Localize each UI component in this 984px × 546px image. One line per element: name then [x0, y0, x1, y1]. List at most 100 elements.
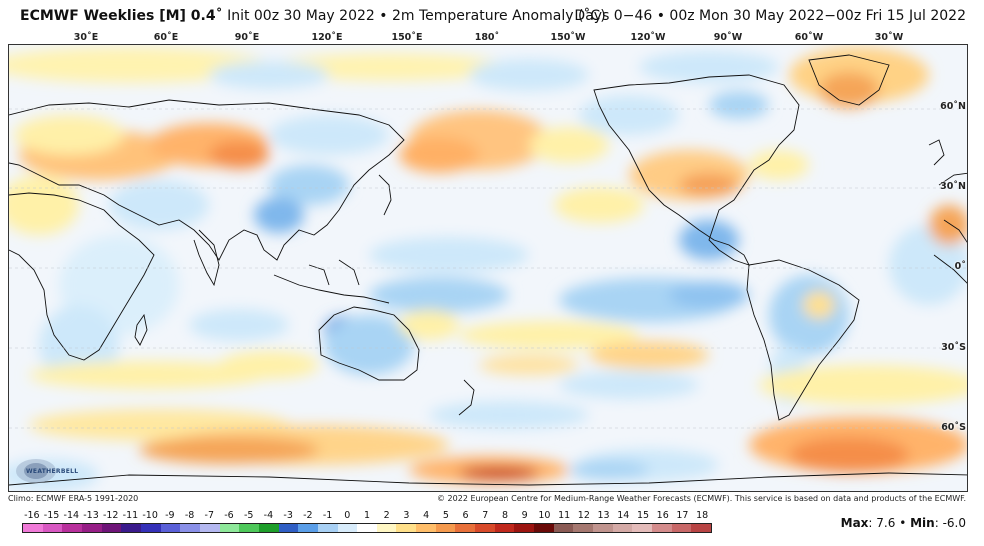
lon-label: 180˚ — [474, 32, 500, 43]
weatherbell-logo — [16, 459, 56, 483]
title-bullet: • — [379, 8, 388, 24]
longitude-labels: 30˚E 60˚E 90˚E 120˚E 150˚E 180˚ 150˚W 12… — [8, 32, 968, 44]
lon-label: 150˚W — [550, 32, 586, 43]
colorbar-swatch — [239, 524, 259, 532]
colorbar-swatch — [671, 524, 692, 532]
colorbar-tick-label: 12 — [577, 510, 590, 521]
coastlines — [9, 54, 967, 486]
colorbar-swatch — [553, 524, 574, 532]
colorbar-tick-label: 14 — [617, 510, 630, 521]
colorbar-swatch — [160, 524, 181, 532]
lat-label: 30˚N — [940, 181, 966, 192]
colorbar-tick-label: 6 — [462, 510, 469, 521]
colorbar-swatch — [632, 524, 652, 532]
colorbar-tick-label: -16 — [24, 510, 40, 521]
colorbar-swatch — [612, 524, 633, 532]
colorbar-tick-label: 3 — [403, 510, 410, 521]
lat-label: 60˚S — [941, 422, 966, 433]
colorbar-swatch — [652, 524, 672, 532]
colorbar-swatch — [219, 524, 240, 532]
colorbar-tick-label: 4 — [423, 510, 430, 521]
stats-separator: • — [899, 516, 907, 530]
lon-label: 150˚E — [391, 32, 423, 43]
max-label: Max — [840, 516, 869, 530]
colorbar-swatch — [691, 524, 711, 532]
colorbar-tick-label: 0 — [344, 510, 351, 521]
colorbar-swatch — [180, 524, 200, 532]
colorbar-swatch — [317, 524, 338, 532]
init-time: Init 00z 30 May 2022 — [227, 8, 375, 24]
colorbar-tick-label: -1 — [322, 510, 333, 521]
colorbar-swatch — [62, 524, 82, 532]
max-min-stats: Max: 7.6 • Min: -6.0 — [840, 516, 966, 530]
colorbar-swatch — [140, 524, 161, 532]
colorbar-tick-label: -15 — [43, 510, 60, 521]
colorbar-tick-label: 16 — [656, 510, 669, 521]
colorbar-swatch — [337, 524, 358, 532]
lat-label: 0˚ — [954, 261, 966, 272]
anomaly-map[interactable] — [8, 44, 968, 492]
colorbar-swatch — [298, 524, 318, 532]
colorbar-tick-label: -4 — [263, 510, 274, 521]
map-title: ECMWF Weeklies [M] 0.4˚ Init 00z 30 May … — [20, 8, 606, 24]
colorbar-tick-label: 11 — [558, 510, 571, 521]
colorbar-swatch — [199, 524, 220, 532]
colorbar-tick-label: 2 — [383, 510, 390, 521]
min-value: -6.0 — [942, 516, 966, 530]
colorbar-tick-label: -5 — [243, 510, 254, 521]
colorbar-swatch — [101, 524, 122, 532]
lon-label: 90˚W — [713, 32, 743, 43]
colorbar-swatch — [42, 524, 63, 532]
lat-gridlines — [9, 108, 967, 429]
colorbar-tick-label: -7 — [204, 510, 215, 521]
min-label: Min — [910, 516, 935, 530]
field-name: 2m Temperature Anomaly (˚C) — [391, 8, 606, 24]
colorbar-labels: -16 -15 -14 -13 -12 -11 -10 -9 -8 -7 -6 -5 -4 -3 -2 -1 0… — [22, 510, 712, 522]
colorbar-tick-label: -13 — [83, 510, 99, 521]
max-value: 7.6 — [876, 516, 896, 530]
colorbar-tick-label: -14 — [63, 510, 80, 521]
lon-label: 120˚W — [630, 32, 666, 43]
colorbar — [22, 523, 712, 533]
colorbar-tick-label: 10 — [538, 510, 551, 521]
colorbar-swatch — [475, 524, 495, 532]
colorbar-tick-label: -12 — [102, 510, 119, 521]
colorbar-tick-label: -3 — [283, 510, 293, 521]
lon-label: 30˚W — [874, 32, 904, 43]
colorbar-swatch — [396, 524, 417, 532]
colorbar-swatch — [435, 524, 456, 532]
lon-label: 60˚E — [153, 32, 179, 43]
colorbar-swatch — [258, 524, 279, 532]
lat-label: 30˚S — [941, 342, 966, 353]
lat-label: 60˚N — [940, 101, 966, 112]
colorbar-swatch — [376, 524, 397, 532]
valid-period: Days 0−46 • 00z Mon 30 May 2022−00z Fri … — [574, 8, 966, 24]
colorbar-swatch — [593, 524, 613, 532]
anomaly-shading — [9, 47, 967, 491]
colorbar-tick-label: -9 — [165, 510, 175, 521]
colorbar-swatch — [23, 524, 43, 532]
colorbar-tick-label: 18 — [696, 510, 709, 521]
colorbar-tick-label: -11 — [122, 510, 139, 521]
colorbar-tick-label: 17 — [676, 510, 689, 521]
colorbar-swatch — [534, 524, 554, 532]
colorbar-swatch — [278, 524, 299, 532]
colorbar-swatch — [416, 524, 436, 532]
lon-label: 90˚E — [234, 32, 260, 43]
colorbar-swatch — [455, 524, 476, 532]
colorbar-tick-label: -8 — [184, 510, 195, 521]
map-graphic — [9, 45, 967, 491]
colorbar-swatch — [121, 524, 141, 532]
model-name: ECMWF Weeklies [M] 0.4˚ — [20, 8, 223, 24]
colorbar-tick-label: 8 — [501, 510, 509, 521]
logo-text: WEATHERBELL — [26, 468, 79, 475]
colorbar-tick-label: -10 — [142, 510, 158, 521]
colorbar-tick-label: -2 — [303, 510, 313, 521]
colorbar-tick-label: 7 — [482, 510, 489, 521]
colorbar-swatch — [514, 524, 535, 532]
colorbar-swatch — [494, 524, 515, 532]
colorbar-swatch — [573, 524, 594, 532]
colorbar-tick-label: -6 — [224, 510, 234, 521]
lon-label: 120˚E — [311, 32, 343, 43]
